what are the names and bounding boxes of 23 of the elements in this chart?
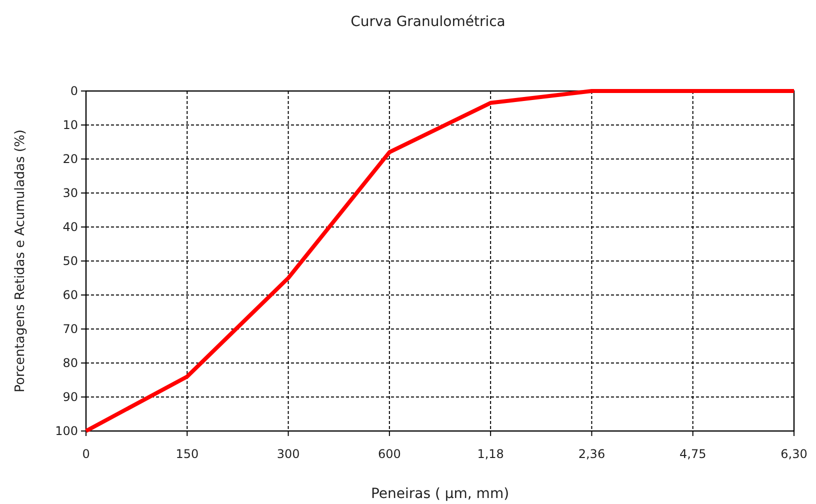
y-tick-label: 0 bbox=[70, 84, 78, 98]
x-tick-label: 600 bbox=[378, 447, 401, 462]
x-axis-title: Peneiras ( µm, mm) bbox=[370, 486, 510, 502]
y-tick-label: 70 bbox=[62, 322, 78, 336]
y-tick-label: 100 bbox=[55, 424, 78, 438]
y-tick-label: 10 bbox=[62, 118, 78, 132]
x-tick-label: 6,30 bbox=[780, 447, 808, 462]
x-tick-label: 1,18 bbox=[477, 447, 504, 462]
y-tick-label: 20 bbox=[62, 152, 78, 166]
x-tick-label: 150 bbox=[176, 447, 199, 462]
y-tick-label: 50 bbox=[62, 254, 78, 268]
chart-title: Curva Granulométrica bbox=[350, 14, 506, 30]
y-tick-label: 40 bbox=[62, 220, 78, 234]
y-tick-label: 90 bbox=[62, 390, 78, 404]
x-tick-label: 2,36 bbox=[578, 447, 606, 462]
x-tick-label: 300 bbox=[276, 447, 300, 462]
y-tick-label: 60 bbox=[62, 288, 78, 302]
y-tick-label: 80 bbox=[62, 356, 78, 370]
x-tick-label: 4,75 bbox=[680, 447, 706, 462]
line-series bbox=[84, 89, 796, 433]
y-tick-label: 30 bbox=[62, 186, 78, 200]
y-axis-title: Porcentagens Retidas e Acumuladas (%) bbox=[13, 130, 28, 392]
x-tick-label: 0 bbox=[82, 447, 90, 462]
